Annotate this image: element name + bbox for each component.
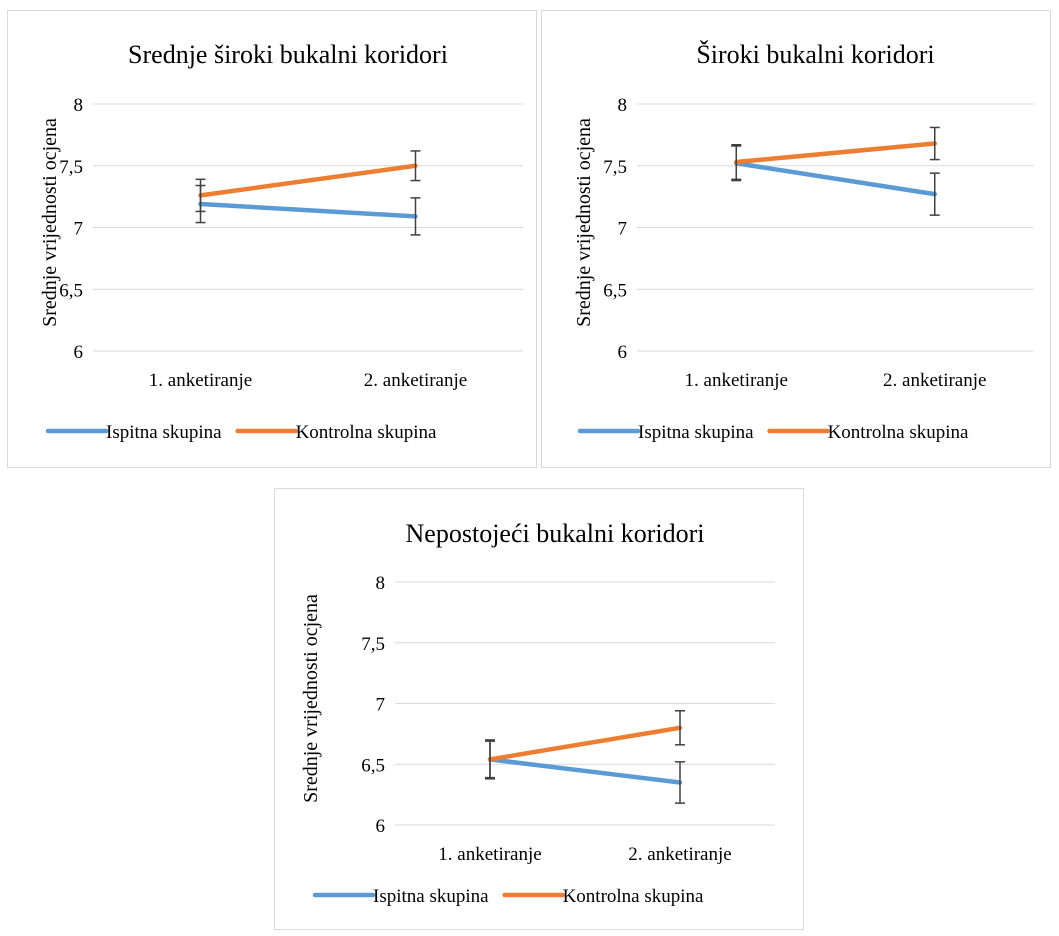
- y-axis-label: Srednje vrijednosti ocjena: [39, 118, 61, 327]
- chart-title: Nepostojeći bukalni koridori: [406, 519, 705, 548]
- legend-label: Ispitna skupina: [373, 886, 489, 907]
- legend-label: Kontrolna skupina: [828, 422, 969, 443]
- legend-label: Ispitna skupina: [638, 422, 754, 443]
- y-tick-label: 7: [74, 219, 84, 240]
- chart-title: Srednje široki bukalni koridori: [128, 40, 448, 69]
- series-line-1: [198, 163, 418, 198]
- series-line-0: [198, 201, 418, 219]
- y-tick-label: 6: [74, 342, 84, 363]
- chart-title: Široki bukalni koridori: [696, 40, 934, 69]
- error-bar: [485, 740, 495, 779]
- error-bar: [410, 150, 421, 182]
- y-tick-label: 8: [376, 573, 386, 594]
- y-tick-label: 6: [618, 342, 628, 363]
- y-tick-label: 7,5: [603, 157, 627, 178]
- error-bar: [195, 178, 206, 213]
- y-tick-label: 7: [376, 695, 386, 716]
- series-line-1: [734, 141, 937, 165]
- y-axis-label: Srednje vrijednosti ocjena: [573, 118, 595, 327]
- y-tick-label: 8: [618, 95, 628, 116]
- chart-svg: Široki bukalni koridori Srednje vrijednos…: [573, 40, 1034, 443]
- error-bar: [929, 126, 940, 161]
- error-bar: [731, 144, 742, 181]
- chart-panel-siroki: Široki bukalni koridori Srednje vrijednos…: [541, 10, 1051, 468]
- x-tick-label: 2. anketiranje: [364, 370, 467, 391]
- error-bar: [675, 761, 685, 804]
- error-bar: [929, 172, 940, 216]
- y-tick-label: 6: [376, 816, 386, 837]
- legend-label: Ispitna skupina: [106, 422, 222, 443]
- series-line-0: [734, 161, 937, 197]
- x-tick-label: 1. anketiranje: [149, 370, 252, 391]
- series-line-1: [487, 725, 683, 762]
- x-tick-label: 2. anketiranje: [883, 370, 986, 391]
- y-tick-label: 6,5: [361, 755, 385, 776]
- y-tick-label: 7: [618, 219, 628, 240]
- x-tick-label: 1. anketiranje: [438, 844, 541, 865]
- chart-panel-srednje-siroki: Srednje široki bukalni koridori Srednje v…: [7, 10, 537, 468]
- chart-svg: Nepostojeći bukalni koridori Srednje vrij…: [300, 519, 775, 907]
- y-tick-label: 6,5: [603, 280, 627, 301]
- error-bar: [410, 197, 421, 236]
- series-line-0: [487, 757, 683, 785]
- chart-svg: Srednje široki bukalni koridori Srednje v…: [39, 40, 523, 443]
- x-tick-label: 1. anketiranje: [685, 370, 788, 391]
- y-tick-label: 7,5: [361, 634, 385, 655]
- y-tick-label: 6,5: [59, 280, 83, 301]
- x-tick-label: 2. anketiranje: [628, 844, 731, 865]
- chart-panel-nepostojeci: Nepostojeći bukalni koridori Srednje vrij…: [274, 488, 804, 930]
- legend-label: Kontrolna skupina: [296, 422, 437, 443]
- y-tick-label: 8: [74, 95, 84, 116]
- y-axis-label: Srednje vrijednosti ocjena: [300, 594, 322, 803]
- error-bar: [675, 710, 685, 746]
- legend-label: Kontrolna skupina: [563, 886, 704, 907]
- y-tick-label: 7,5: [59, 157, 83, 178]
